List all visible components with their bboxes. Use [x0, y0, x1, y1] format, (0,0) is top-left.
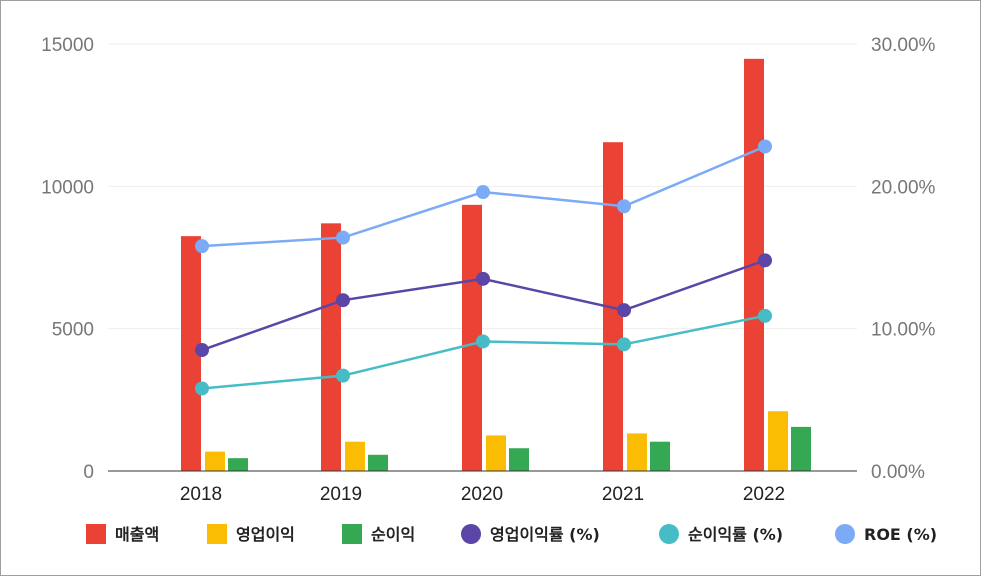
left-tick-label: 15000 [41, 35, 94, 56]
x-axis-ticks: 2018 2019 2020 2021 2022 [180, 484, 785, 505]
bar-2-2019 [345, 441, 365, 471]
right-tick-label: 20.00% [871, 177, 936, 198]
right-tick-label: 10.00% [871, 320, 936, 341]
left-axis-ticks: 0 5000 10000 15000 [41, 35, 94, 483]
bar-3-2019 [368, 454, 388, 471]
line-point-2-2019 [336, 368, 350, 383]
line-series-2 [201, 314, 766, 390]
bar-2-2018 [205, 451, 225, 471]
bar-3-2020 [509, 448, 529, 471]
legend-label: 영업이익률 (%) [490, 525, 600, 544]
line-point-3-2021 [617, 199, 631, 214]
legend-swatch [207, 524, 227, 544]
bar-2-2020 [486, 435, 506, 471]
right-tick-label: 0.00% [871, 462, 925, 483]
line-point-1-2020 [476, 271, 490, 286]
bar-1-2019 [321, 223, 341, 471]
right-tick-label: 30.00% [871, 35, 936, 56]
line-point-1-2021 [617, 303, 631, 318]
bar-3-2022 [791, 426, 811, 471]
line-point-2-2021 [617, 337, 631, 352]
line-series-layer [195, 139, 772, 396]
bar-1-2018 [181, 236, 201, 471]
legend-label: 매출액 [115, 525, 159, 544]
legend-swatch [461, 524, 481, 544]
x-tick-label: 2020 [461, 484, 503, 505]
legend-swatch [835, 524, 855, 544]
legend-label: 순이익 [371, 525, 415, 544]
legend-label: 순이익률 (%) [688, 525, 783, 544]
line-point-3-2022 [758, 139, 772, 154]
legend-label: ROE (%) [864, 525, 937, 544]
line-point-1-2019 [336, 293, 350, 308]
bar-2-2022 [768, 411, 788, 471]
line-point-3-2018 [195, 239, 209, 254]
bar-3-2018 [228, 458, 248, 471]
line-point-1-2018 [195, 343, 209, 358]
legend: 매출액 영업이익 순이익 영업이익률 (%) 순이익률 (%) ROE (%) [86, 524, 937, 544]
bar-series-layer [181, 58, 811, 471]
line-point-2-2020 [476, 334, 490, 349]
left-tick-label: 5000 [52, 320, 94, 341]
legend-swatch [659, 524, 679, 544]
line-point-3-2020 [476, 185, 490, 200]
line-point-3-2019 [336, 230, 350, 245]
left-tick-label: 0 [83, 462, 94, 483]
right-axis-ticks: 0.00% 10.00% 20.00% 30.00% [871, 35, 936, 483]
x-tick-label: 2018 [180, 484, 222, 505]
x-tick-label: 2021 [602, 484, 644, 505]
line-point-2-2022 [758, 308, 772, 323]
line-point-2-2018 [195, 381, 209, 396]
bar-1-2020 [462, 204, 482, 471]
x-tick-label: 2022 [743, 484, 785, 505]
x-tick-label: 2019 [320, 484, 362, 505]
legend-swatch [86, 524, 106, 544]
left-tick-label: 10000 [41, 177, 94, 198]
bar-2-2021 [627, 433, 647, 471]
bar-3-2021 [650, 441, 670, 471]
legend-label: 영업이익 [236, 525, 295, 544]
line-point-1-2022 [758, 253, 772, 268]
legend-swatch [342, 524, 362, 544]
